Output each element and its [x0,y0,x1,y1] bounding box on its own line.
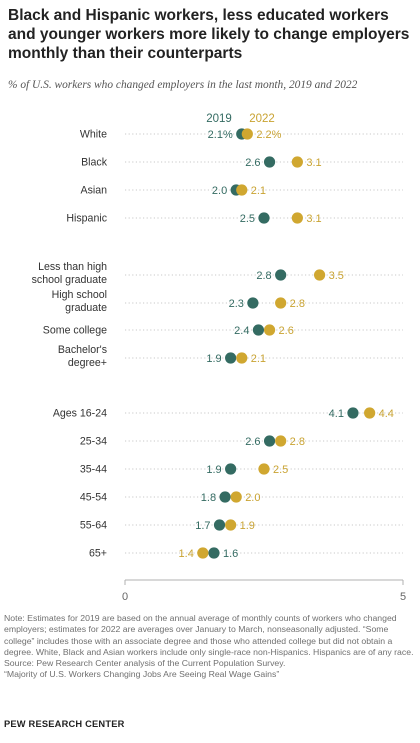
dot-2022 [258,463,270,475]
category-label: 55-64 [80,520,107,532]
value-label-2019: 2.3 [229,298,244,310]
dot-2019 [275,269,287,281]
report-title-text: “Majority of U.S. Workers Changing Jobs … [4,669,280,680]
value-label-2022: 3.5 [329,270,344,282]
category-label: Black [81,157,108,169]
dot-2019 [213,519,226,531]
category-label: High school graduate [52,289,107,314]
category-label: Bachelor's degree+ [58,344,107,369]
dot-2019 [252,324,265,336]
dot-chart: 2019 2022 White 2.1% 2.2% Black 2.6 3.1 Asian 2.0… [32,113,406,603]
value-label-2022: 2.2% [256,129,281,141]
x-tick-label: 5 [400,591,406,603]
category-label: 45-54 [80,492,107,504]
dot-2019 [347,407,359,419]
dot-2019 [247,297,259,309]
dot-2019 [219,491,231,503]
value-label-2019: 4.1 [329,408,344,420]
value-label-2019: 2.6 [245,157,260,169]
category-label: Asian [81,185,108,197]
value-label-2019: 1.6 [223,548,238,560]
category-label: Ages 16-24 [53,408,107,420]
category-label: 25-34 [80,436,107,448]
dot-2022 [314,269,326,281]
dot-2022 [364,407,376,419]
dot-2019 [258,212,270,224]
value-label-2022: 2.1 [251,353,266,365]
value-label-2019: 2.5 [240,213,255,225]
dot-2019 [225,463,237,475]
category-label: White [80,129,107,141]
dot-2022 [275,297,287,309]
category-label: Some college [43,325,107,337]
dot-2022 [236,352,248,364]
dot-2022 [225,519,237,531]
value-label-2022: 2.8 [290,436,305,448]
chart-title: Black and Hispanic workers, less educate… [8,7,410,62]
value-label-2022: 2.8 [290,298,305,310]
dot-2019 [225,352,237,364]
value-label-2019: 2.0 [212,185,227,197]
value-label-2022: 1.4 [179,548,194,560]
brand-logo-text: PEW RESEARCH CENTER [4,719,125,729]
value-label-2019: 2.8 [256,270,271,282]
legend-label-2019: 2019 [206,113,232,125]
dot-2022 [275,435,287,447]
chart-subtitle: % of U.S. workers who changed employers … [8,79,358,91]
category-label: 65+ [89,548,107,560]
value-label-2022: 3.1 [306,213,321,225]
value-label-2022: 2.6 [279,325,294,337]
dot-2022 [197,547,209,559]
dot-2022 [236,184,248,196]
value-label-2019: 2.4 [234,325,249,337]
value-label-2019: 1.8 [201,492,216,504]
category-label: Less than high school graduate [32,261,107,286]
value-label-2019: 1.9 [206,464,221,476]
x-tick-label: 0 [122,591,128,603]
dot-2022 [230,491,242,503]
value-label-2019: 2.1% [208,129,233,141]
dot-2019 [263,435,276,447]
dot-2019 [208,547,220,559]
dot-2022 [263,324,276,336]
value-label-2022: 4.4 [379,408,394,420]
dot-2019 [263,156,276,168]
category-label: Hispanic [66,213,107,225]
dot-2022 [291,212,303,224]
value-label-2022: 1.9 [240,520,255,532]
value-label-2022: 2.1 [251,185,266,197]
value-label-2019: 2.6 [245,436,260,448]
notes-block: Note: Estimates for 2019 are based on th… [4,613,416,681]
category-label: 35-44 [80,464,107,476]
note-text: Note: Estimates for 2019 are based on th… [4,613,414,657]
value-label-2019: 1.7 [195,520,210,532]
value-label-2022: 3.1 [306,157,321,169]
value-label-2022: 2.5 [273,464,288,476]
dot-2022 [291,156,303,168]
value-label-2022: 2.0 [245,492,260,504]
value-label-2019: 1.9 [206,353,221,365]
legend-label-2022: 2022 [249,113,275,125]
dot-2022 [241,128,253,140]
source-text: Source: Pew Research Center analysis of … [4,658,286,669]
